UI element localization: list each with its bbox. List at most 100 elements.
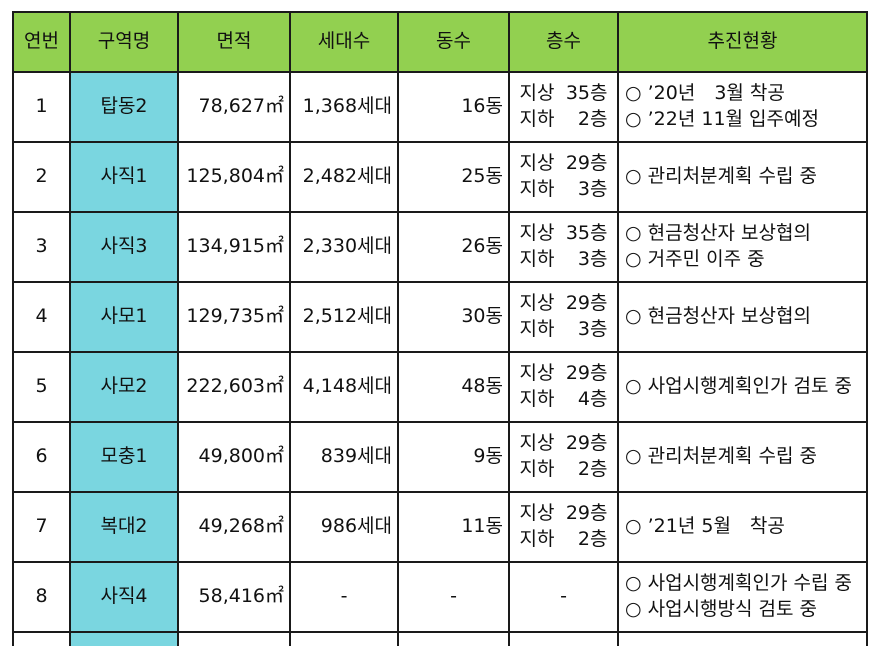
status-line: ○ 사업시행계획인가 검토 중 — [625, 375, 852, 398]
cell-zone: 사직4 — [69, 561, 179, 633]
cell-floors: 지상 29층 지하 4층 — [508, 351, 619, 423]
cell-buildings: 30동 — [397, 281, 510, 353]
cell-status: ○ 현금청산자 보상협의 — [617, 281, 868, 353]
cell-partial — [12, 631, 71, 646]
floor-label: 지하 — [519, 108, 555, 130]
cell-area: 49,800㎡ — [177, 421, 291, 493]
cell-buildings: 11동 — [397, 491, 510, 563]
cell-no: 4 — [12, 281, 71, 353]
cell-partial — [397, 631, 510, 646]
cell-zone: 사직3 — [69, 211, 179, 283]
status-line: ○ 현금청산자 보상협의 — [625, 305, 811, 328]
status-line: ○ ’21년 5월 착공 — [625, 515, 785, 538]
floor-value: 29층 — [565, 292, 608, 315]
cell-no: 8 — [12, 561, 71, 633]
header-zone: 구역명 — [69, 11, 179, 73]
floor-line: 지하 3층 — [511, 247, 616, 273]
floor-label: 지하 — [519, 528, 555, 550]
floor-label: 지하 — [519, 178, 555, 200]
status-line: ○ 사업시행방식 검토 중 — [625, 598, 818, 620]
cell-floors: 지상 29층 지하 2층 — [508, 421, 619, 493]
cell-buildings: 9동 — [397, 421, 510, 493]
header-buildings: 동수 — [397, 11, 510, 73]
cell-area: 222,603㎡ — [177, 351, 291, 423]
cell-no: 5 — [12, 351, 71, 423]
floor-line: 지상 29층 — [511, 291, 616, 317]
header-floors: 층수 — [508, 11, 619, 73]
cell-zone: 모충1 — [69, 421, 179, 493]
cell-households: 2,482세대 — [289, 141, 399, 213]
cell-status: ○ ’20년 3월 착공 ○ ’22년 11월 입주예정 — [617, 71, 868, 143]
cell-partial — [177, 631, 291, 646]
floor-label: 지상 — [519, 502, 555, 525]
floor-value: 29층 — [565, 152, 608, 175]
cell-area: 134,915㎡ — [177, 211, 291, 283]
floor-value: 35층 — [565, 222, 608, 245]
status-line: ○ 관리처분계획 수립 중 — [625, 165, 818, 188]
floor-label: 지하 — [519, 318, 555, 340]
cell-status: ○ ’21년 5월 착공 — [617, 491, 868, 563]
table-row: 1 탑동2 78,627㎡ 1,368세대 16동 지상 35층 지하 2층 ○ ’20년 3월 … — [12, 71, 868, 143]
floor-line: 지하 3층 — [511, 317, 616, 343]
table-row: 2 사직1 125,804㎡ 2,482세대 25동 지상 29층 지하 3층 ○ 관리처분계획 … — [12, 141, 868, 213]
cell-zone: 사모2 — [69, 351, 179, 423]
table-row: 5 사모2 222,603㎡ 4,148세대 48동 지상 29층 지하 4층 ○ 사업시행계획인… — [12, 351, 868, 423]
cell-buildings: 48동 — [397, 351, 510, 423]
floor-label: 지상 — [519, 432, 555, 455]
cell-no: 2 — [12, 141, 71, 213]
floor-value: 29층 — [565, 502, 608, 525]
cell-zone: 사모1 — [69, 281, 179, 353]
cell-households: 986세대 — [289, 491, 399, 563]
status-line: ○ 사업시행계획인가 수립 중 — [625, 572, 852, 595]
cell-zone: 복대2 — [69, 491, 179, 563]
floor-line: 지상 29층 — [511, 151, 616, 177]
floor-line: 지상 29층 — [511, 361, 616, 387]
header-no: 연번 — [12, 11, 71, 73]
floor-value: 3층 — [577, 178, 608, 200]
cell-area: 129,735㎡ — [177, 281, 291, 353]
table-row: 3 사직3 134,915㎡ 2,330세대 26동 지상 35층 지하 3층 ○ 현금청산자 보… — [12, 211, 868, 283]
cell-no: 7 — [12, 491, 71, 563]
cell-buildings: - — [397, 561, 510, 633]
header-status: 추진현황 — [617, 11, 868, 73]
cell-households: - — [289, 561, 399, 633]
cell-zone: 사직1 — [69, 141, 179, 213]
header-households: 세대수 — [289, 11, 399, 73]
table-row: 8 사직4 58,416㎡ - - - ○ 사업시행계획인가 수립 중 ○ 사업시행방식 검토… — [12, 561, 868, 633]
cell-buildings: 26동 — [397, 211, 510, 283]
cell-no: 6 — [12, 421, 71, 493]
cell-status: ○ 현금청산자 보상협의 ○ 거주민 이주 중 — [617, 211, 868, 283]
floor-label: 지하 — [519, 388, 555, 410]
status-line: ○ ’20년 3월 착공 — [625, 82, 785, 105]
cell-buildings: 16동 — [397, 71, 510, 143]
cell-status: ○ 사업시행계획인가 수립 중 ○ 사업시행방식 검토 중 — [617, 561, 868, 633]
header-row: 연번 구역명 면적 세대수 동수 층수 추진현황 — [12, 11, 868, 73]
floor-label: 지상 — [519, 362, 555, 385]
floor-label: 지하 — [519, 458, 555, 480]
cell-no: 1 — [12, 71, 71, 143]
cell-floors: 지상 35층 지하 3층 — [508, 211, 619, 283]
cell-households: 4,148세대 — [289, 351, 399, 423]
cell-status: ○ 관리처분계획 수립 중 — [617, 141, 868, 213]
floor-value: 29층 — [565, 362, 608, 385]
cell-households: 839세대 — [289, 421, 399, 493]
status-line: ○ ’22년 11월 입주예정 — [625, 108, 819, 130]
table-row: 6 모충1 49,800㎡ 839세대 9동 지상 29층 지하 2층 ○ 관리처분계획 수립 중 — [12, 421, 868, 493]
cell-area: 78,627㎡ — [177, 71, 291, 143]
cell-households: 2,512세대 — [289, 281, 399, 353]
floor-value: 35층 — [565, 82, 608, 105]
floor-line: 지상 29층 — [511, 501, 616, 527]
cell-floors: 지상 29층 지하 2층 — [508, 491, 619, 563]
table-body: 1 탑동2 78,627㎡ 1,368세대 16동 지상 35층 지하 2층 ○ ’20년 3월 … — [12, 71, 868, 646]
floor-label: 지상 — [519, 222, 555, 245]
floor-value: 29층 — [565, 432, 608, 455]
table-row-partial — [12, 631, 868, 646]
cell-status: ○ 사업시행계획인가 검토 중 — [617, 351, 868, 423]
redevelopment-table-container: 연번 구역명 면적 세대수 동수 층수 추진현황 1 탑동2 78,627㎡ 1,36… — [12, 11, 868, 646]
cell-status: ○ 관리처분계획 수립 중 — [617, 421, 868, 493]
floor-label: 지상 — [519, 152, 555, 175]
floor-line: 지하 2층 — [511, 107, 616, 133]
floor-value: 3층 — [577, 248, 608, 270]
table-row: 7 복대2 49,268㎡ 986세대 11동 지상 29층 지하 2층 ○ ’21년 5월 착공 — [12, 491, 868, 563]
